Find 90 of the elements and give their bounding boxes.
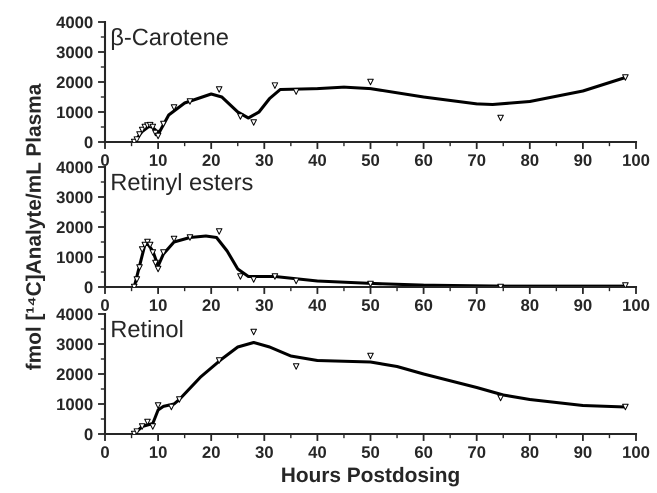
x-tick-label: 70 — [468, 446, 486, 458]
point — [497, 394, 504, 402]
x-tick-label: 60 — [414, 154, 432, 166]
y-tick-label: 4000 — [56, 16, 93, 28]
point — [622, 282, 629, 287]
point — [497, 114, 504, 122]
x-tick-label: 100 — [623, 299, 650, 312]
x-tick-label: 90 — [574, 154, 592, 166]
x-tick-label: 0 — [101, 446, 109, 458]
point — [136, 264, 143, 271]
x-tick-label: 10 — [150, 154, 167, 166]
x-tick-label: 40 — [308, 446, 326, 458]
point — [237, 113, 244, 120]
point — [367, 78, 374, 86]
point — [292, 278, 300, 284]
x-tick-label: 30 — [255, 154, 273, 166]
y-tick-label: 0 — [84, 136, 93, 148]
point — [150, 124, 156, 130]
y-tick-label: 1000 — [57, 106, 93, 118]
point — [186, 98, 194, 105]
point — [154, 266, 162, 272]
y-tick-label: 4000 — [56, 161, 93, 174]
x-tick-label: 60 — [414, 299, 432, 312]
y-tick-label: 1000 — [57, 398, 93, 410]
y-tick-label: 2000 — [56, 221, 93, 234]
x-tick-label: 50 — [362, 299, 380, 312]
y-tick-label: 0 — [84, 281, 93, 294]
x-tick-label: 30 — [255, 446, 273, 458]
x-tick-label: 80 — [521, 299, 538, 312]
y-axis-title: fmol [¹⁴C]Analyte/mL Plasma — [26, 84, 46, 370]
point — [292, 363, 300, 370]
y-tick-label: 2000 — [56, 76, 93, 88]
point — [622, 404, 629, 410]
point — [250, 328, 257, 336]
y-tick-label: 3000 — [56, 191, 93, 204]
point — [150, 249, 156, 256]
point — [622, 74, 629, 81]
point — [250, 119, 257, 126]
x-tick-label: 50 — [362, 446, 380, 458]
point — [152, 260, 159, 266]
point — [367, 352, 374, 360]
x-tick-label: 10 — [150, 299, 167, 312]
point — [138, 423, 146, 430]
x-axis-title: Hours Postdosing — [282, 466, 459, 486]
x-tick-label: 20 — [202, 299, 220, 312]
x-tick-label: 80 — [521, 154, 538, 166]
x-tick-label: 10 — [150, 446, 167, 458]
point — [367, 280, 374, 287]
x-tick-label: 20 — [202, 154, 220, 166]
y-tick-label: 3000 — [56, 338, 93, 350]
annotation: Retinol — [112, 320, 182, 338]
point — [292, 88, 300, 95]
x-tick-label: 90 — [574, 299, 592, 312]
x-tick-label: 0 — [101, 154, 109, 166]
x-tick-label: 40 — [308, 299, 326, 312]
y-tick-label: 4000 — [56, 308, 93, 320]
point — [160, 120, 167, 128]
y-tick-label: 3000 — [56, 46, 93, 58]
x-tick-label: 40 — [308, 154, 326, 166]
point — [237, 273, 244, 280]
point — [216, 357, 222, 364]
x-tick-label: 0 — [101, 299, 109, 312]
x-tick-label: 30 — [255, 299, 273, 312]
point — [168, 404, 175, 410]
point — [154, 132, 162, 140]
x-tick-label: 80 — [521, 446, 538, 458]
point — [272, 273, 278, 280]
point — [186, 234, 194, 241]
point — [216, 86, 222, 93]
x-tick-label: 60 — [414, 446, 432, 458]
x-tick-label: 20 — [202, 446, 220, 458]
y-tick-label: 2000 — [56, 368, 93, 380]
x-tick-label: 70 — [468, 154, 486, 166]
point — [134, 136, 140, 142]
point — [216, 228, 222, 235]
annotation: Retinyl esters — [112, 173, 252, 196]
point — [250, 276, 257, 283]
annotation: β-Carotene — [112, 28, 228, 50]
x-tick-label: 100 — [623, 154, 650, 166]
x-tick-label: 100 — [623, 446, 650, 458]
x-tick-label: 90 — [574, 446, 592, 458]
y-tick-label: 0 — [84, 428, 93, 440]
point — [150, 423, 156, 430]
y-tick-label: 1000 — [57, 251, 93, 264]
x-tick-label: 70 — [468, 299, 486, 312]
point — [170, 104, 178, 111]
point — [134, 276, 140, 283]
x-tick-label: 50 — [362, 154, 380, 166]
point — [154, 402, 162, 409]
point — [272, 82, 278, 89]
